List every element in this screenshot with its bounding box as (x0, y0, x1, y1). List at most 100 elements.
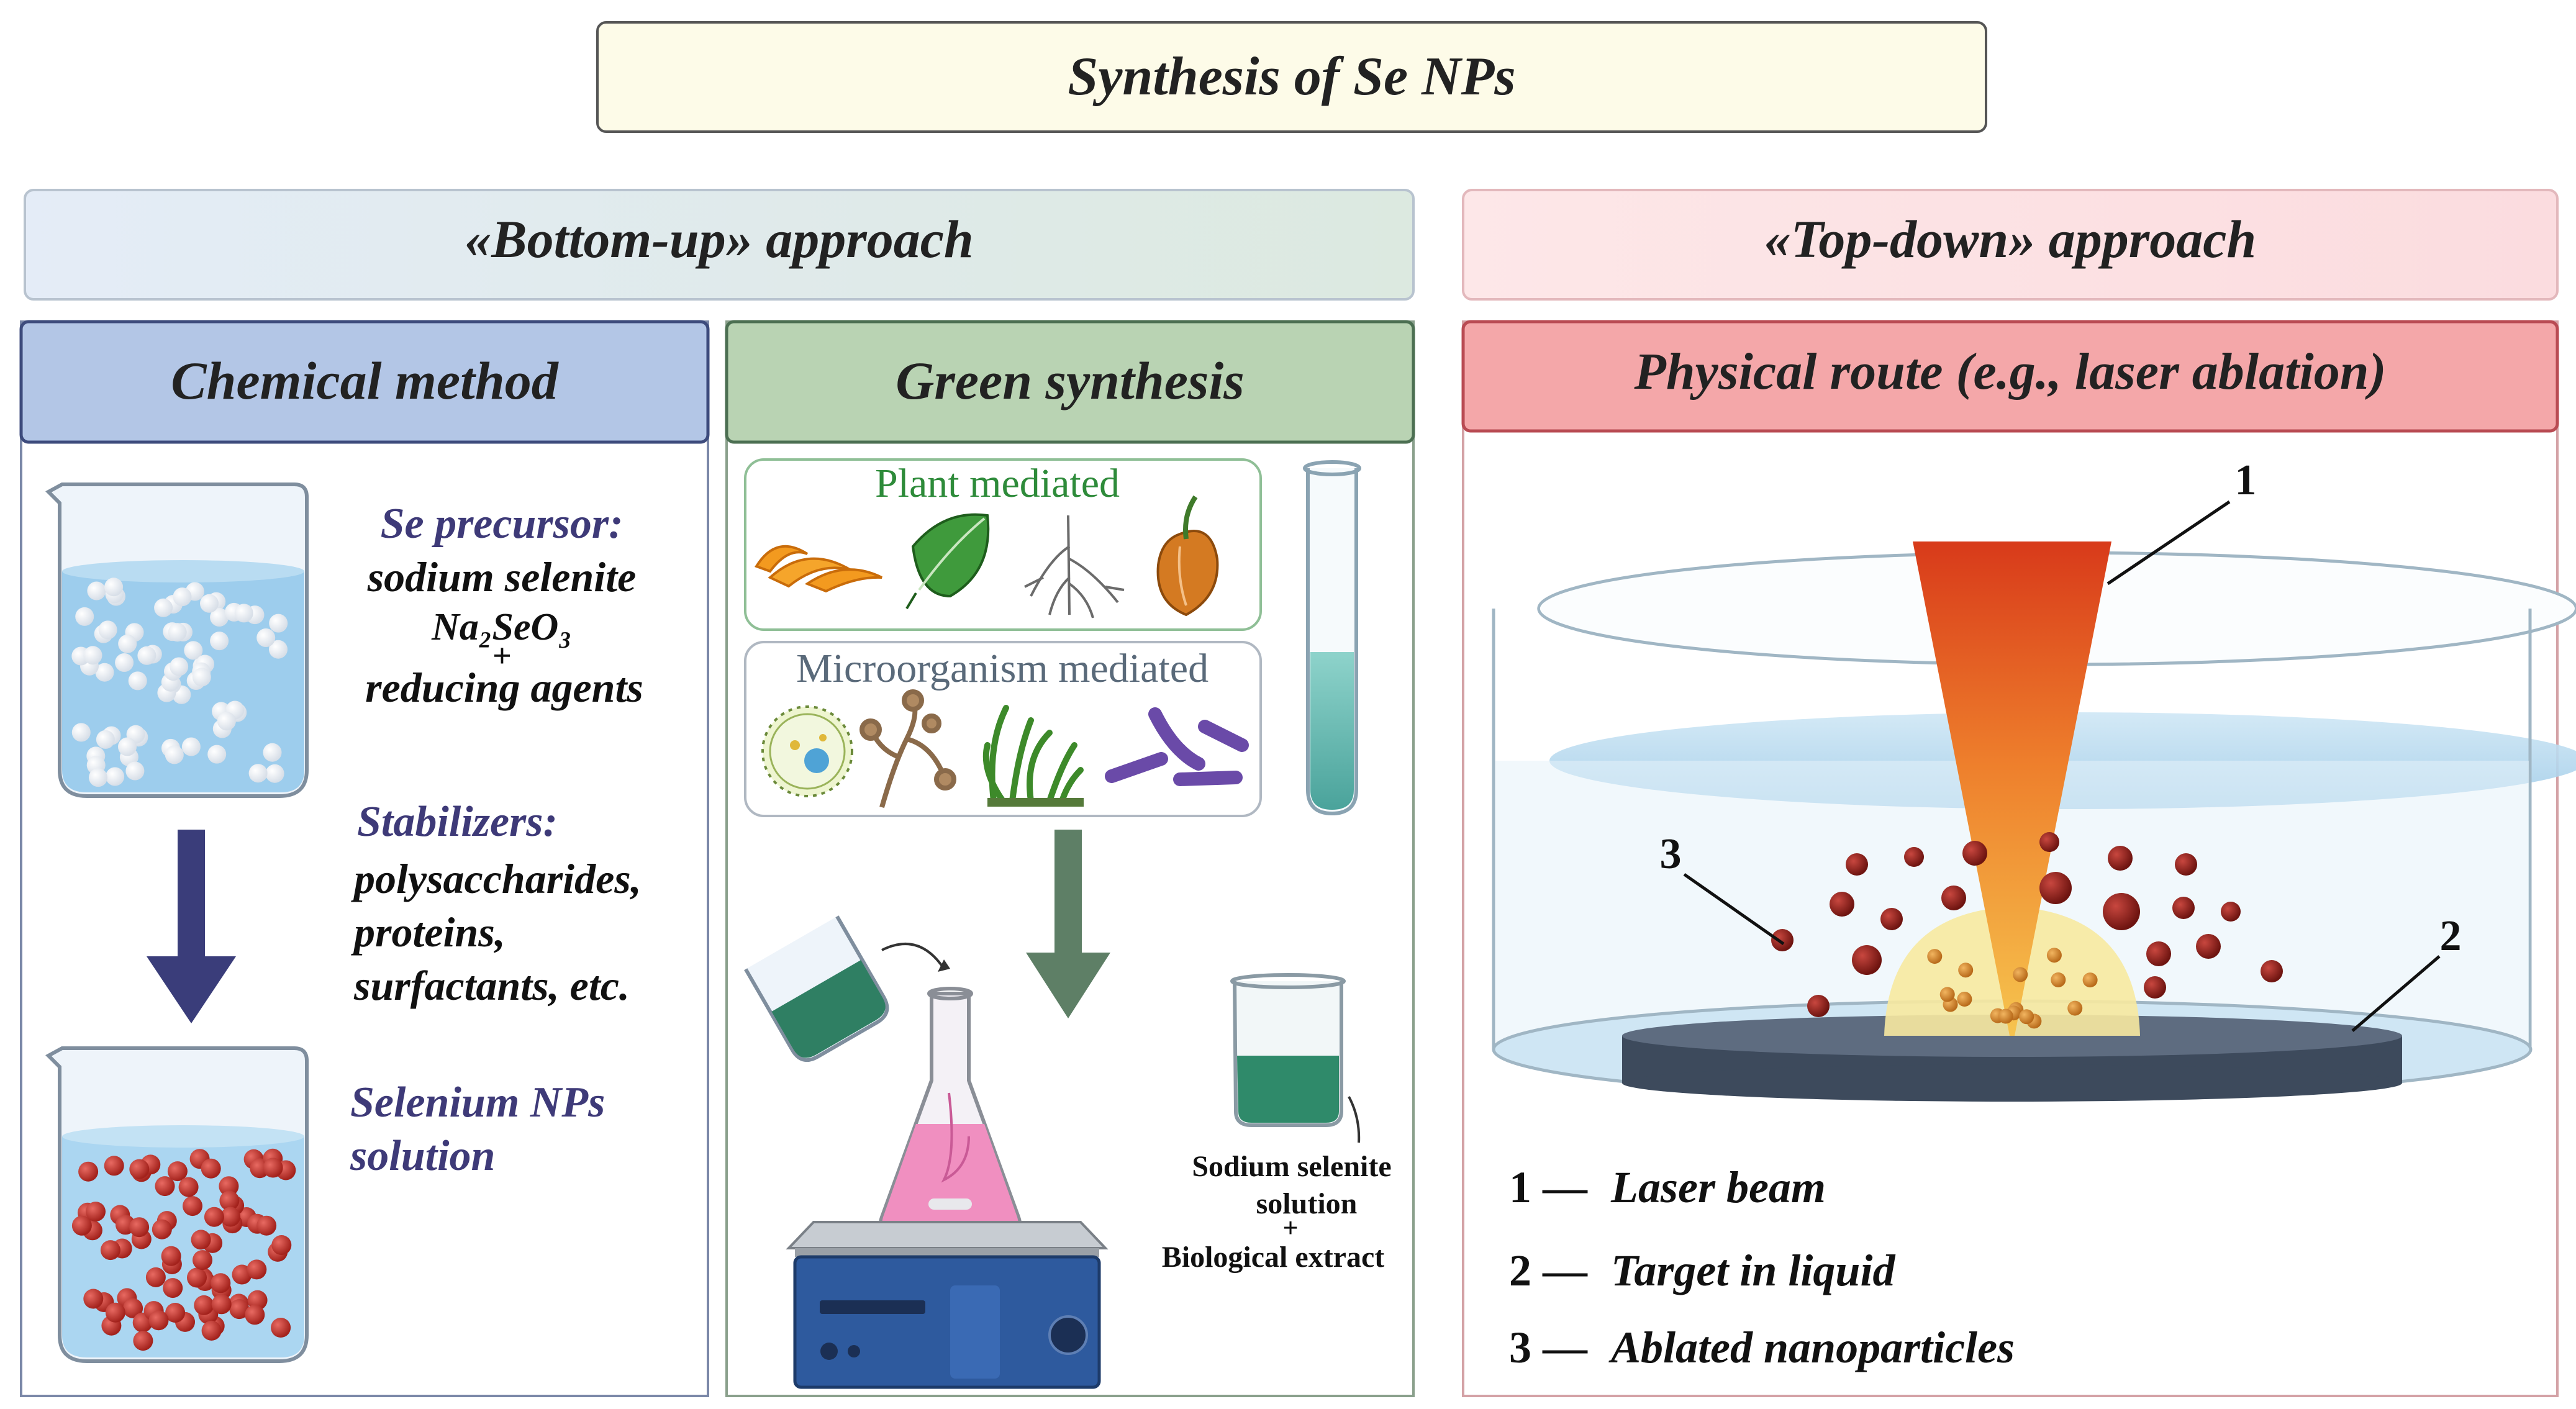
green-synthesis-title: Green synthesis (896, 351, 1244, 410)
red-particle (201, 1320, 222, 1341)
ablated-particle (2196, 934, 2221, 959)
white-particle (263, 743, 282, 762)
bottom-up-header: «Bottom-up» approach (24, 189, 1415, 301)
white-particle (165, 745, 184, 764)
white-particle (173, 587, 192, 607)
stabilizers-line-3: surfactants, etc. (353, 962, 630, 1009)
flask-on-stirrer-icon (786, 987, 1109, 1389)
red-particle (201, 1158, 221, 1179)
plume-particle (1998, 1008, 2013, 1024)
red-particle (86, 1202, 106, 1222)
callout-3: 3 (1660, 830, 1682, 878)
precursor-line-1: sodium selenite (367, 553, 637, 600)
red-particle (247, 1259, 267, 1280)
white-particle (154, 598, 173, 617)
red-particle (245, 1305, 265, 1325)
legend-2-num: 2 (1509, 1246, 1531, 1295)
ablated-particle (1846, 853, 1868, 876)
callout-1: 1 (2235, 456, 2257, 504)
red-particle (152, 1219, 172, 1239)
physical-route-title: Physical route (e.g., laser ablation) (1634, 343, 2387, 401)
bacteria-icon (1105, 707, 1249, 786)
white-particle (210, 632, 229, 651)
white-particle (210, 608, 229, 627)
red-particle (78, 1161, 99, 1182)
ablated-nanoparticles (1771, 832, 2283, 1017)
leaf-icon (905, 513, 990, 610)
white-particle (217, 712, 236, 731)
top-down-header: «Top-down» approach (1462, 189, 2559, 301)
red-particle (211, 1273, 231, 1293)
microorganism-mediated-box: Microorganism mediated (744, 641, 1262, 817)
plume-particle (1927, 949, 1943, 964)
solution-line-2: solution (1256, 1187, 1358, 1220)
white-particle (269, 640, 288, 659)
white-particle (128, 671, 147, 691)
white-particle (265, 764, 284, 783)
red-particle (204, 1207, 224, 1227)
white-particle (269, 614, 288, 633)
white-particle (106, 767, 125, 786)
ablated-particle (1807, 995, 1830, 1017)
red-particle (271, 1318, 291, 1338)
legend-1-num: 1 (1509, 1162, 1531, 1212)
ablated-particle (2039, 872, 2072, 904)
laser-beam (1913, 541, 2111, 1036)
white-particle (118, 634, 137, 653)
ablated-particle (2172, 897, 2195, 919)
plume-particle (1958, 963, 1974, 978)
test-tube-icon (1303, 460, 1361, 816)
root-icon (1024, 515, 1125, 618)
algae-icon (982, 705, 1084, 807)
white-particle (256, 628, 276, 647)
fungi-icon (859, 689, 956, 809)
ablated-particle (1941, 886, 1966, 910)
red-particle (123, 1298, 143, 1318)
red-particle (167, 1161, 188, 1182)
precursor-line-3: + (492, 637, 512, 674)
precursor-particles (71, 578, 288, 787)
ablated-particle (2144, 976, 2166, 999)
red-particle (178, 1177, 199, 1197)
legend-3-text: Ablated nanoparticles (1608, 1323, 2015, 1372)
callout-2: 2 (2440, 912, 2462, 960)
red-particle (193, 1250, 212, 1271)
red-particle (104, 1156, 124, 1176)
white-particle (125, 761, 145, 781)
beaker-se-nps (45, 1046, 309, 1363)
white-particle (168, 623, 187, 642)
red-particle (105, 1302, 125, 1323)
ablated-particle (1830, 892, 1854, 917)
white-particle (137, 646, 156, 665)
product-line-2: solution (350, 1132, 495, 1180)
plume-particles (1927, 948, 2098, 1029)
plume-particle (2019, 1009, 2034, 1025)
legend-1-dash: — (1542, 1162, 1588, 1212)
plume-particle (2082, 972, 2098, 988)
plume-particle (1939, 987, 1955, 1002)
red-particle (187, 1267, 207, 1288)
red-particle (129, 1217, 150, 1238)
plume-particle (2067, 1000, 2083, 1016)
red-particle (83, 1289, 104, 1309)
plant-mediated-box: Plant mediated (744, 458, 1262, 631)
ablated-particle (1904, 847, 1924, 867)
pouring-beaker-icon (744, 915, 950, 1062)
white-particle (95, 663, 114, 682)
red-particle (219, 1176, 239, 1197)
selenite-beaker-icon (1230, 973, 1361, 1143)
legend-1-text: Laser beam (1610, 1162, 1826, 1212)
white-particle (104, 578, 124, 597)
legend-3-num: 3 (1509, 1323, 1531, 1372)
laser-ablation-illustration (1492, 500, 2576, 1102)
beaker-precursor (45, 483, 309, 798)
white-particle (71, 723, 91, 742)
red-particle (129, 1159, 150, 1179)
white-particle (170, 657, 189, 676)
ablated-particle (2103, 893, 2140, 930)
plant-mediated-label: Plant mediated (875, 461, 1120, 506)
precursor-label: Se precursor: (381, 500, 624, 548)
precursor-line-4: reducing agents (365, 664, 643, 711)
white-particle (75, 607, 94, 626)
legend-2-text: Target in liquid (1611, 1246, 1895, 1295)
